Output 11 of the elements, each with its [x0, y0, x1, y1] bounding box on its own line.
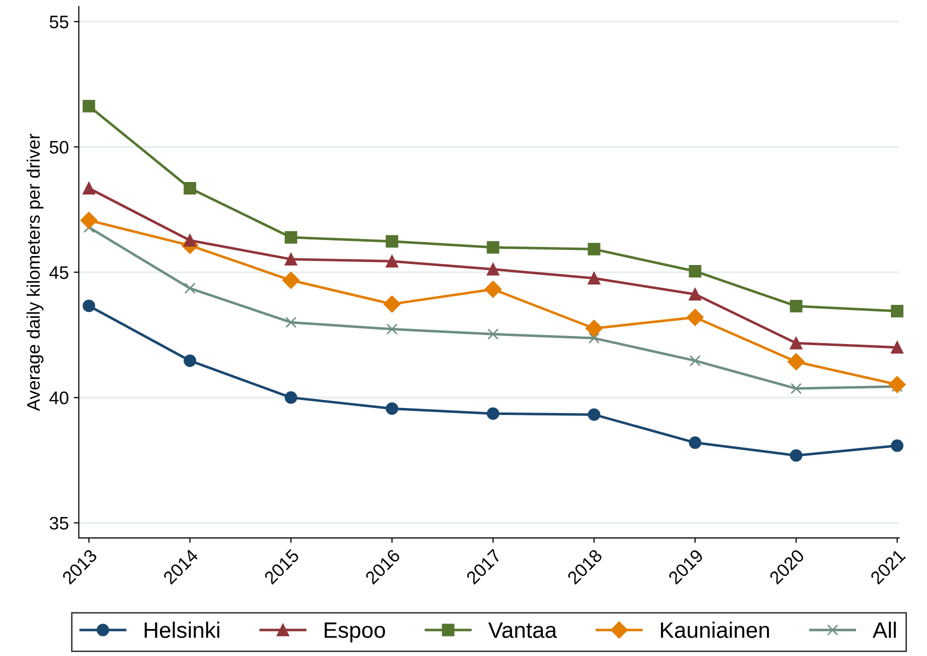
y-tick-label: 45	[49, 266, 68, 279]
legend-label: Espoo	[324, 622, 386, 642]
legend-label: Kauniainen	[660, 622, 769, 638]
y-tick-label: 35	[50, 516, 68, 530]
y-axis-title: Average daily kilometers per driver	[26, 134, 44, 412]
legend-label: All	[872, 622, 896, 638]
y-tick-label: 50	[50, 140, 68, 154]
y-tick-label: 55	[50, 16, 68, 28]
legend-label: Vantaa	[488, 622, 557, 638]
legend-label: Helsinki	[144, 622, 220, 638]
y-tick-label: 40	[49, 391, 68, 404]
